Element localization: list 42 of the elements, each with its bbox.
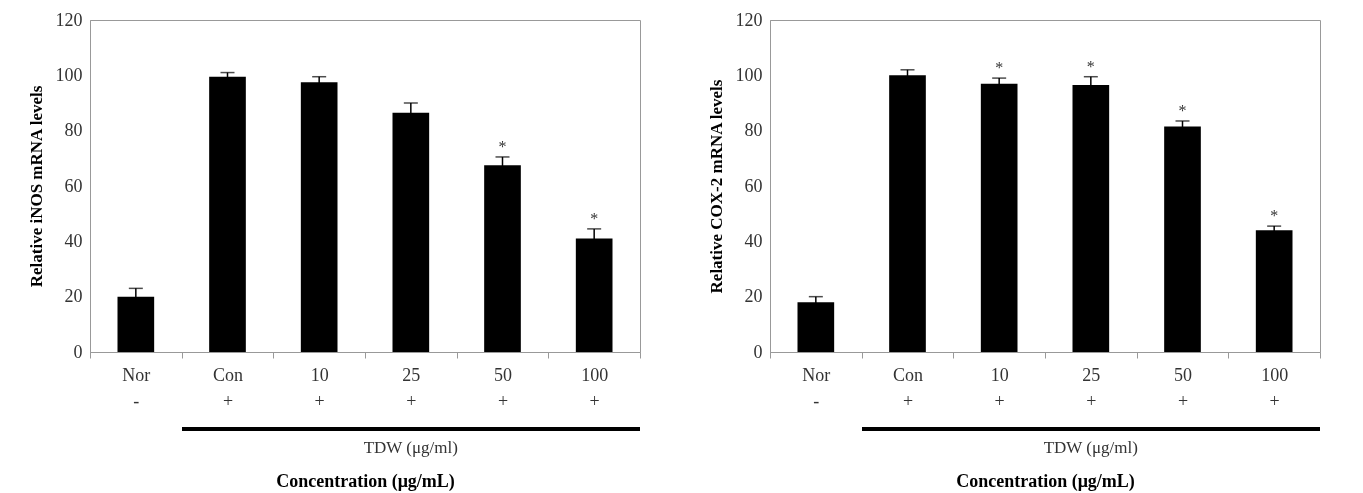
x-tick-label: 10 +	[990, 364, 1009, 411]
annotation: *	[1086, 57, 1095, 75]
y-tick-label: 0	[73, 341, 83, 362]
x-tick-label: Con +	[212, 364, 244, 411]
x-tick-label: 50 +	[1174, 364, 1192, 411]
y-tick-label: 40	[64, 230, 83, 251]
annotation: *	[590, 209, 599, 227]
bar	[980, 83, 1018, 352]
x-axis-title: Concentration (μg/mL)	[956, 470, 1135, 492]
x-tick-label: Nor -	[122, 364, 151, 411]
bar	[889, 75, 926, 352]
x-tick-label: 100 +	[581, 364, 609, 411]
annotation: *	[1178, 101, 1187, 119]
y-axis-title: Relative iNOS mRNA levels	[26, 85, 46, 288]
text: TDW (μg/ml)	[1042, 438, 1139, 458]
y-tick-label: 100	[735, 64, 763, 85]
x-axis-title: Concentration (μg/mL)	[276, 470, 455, 492]
y-tick-label: 60	[744, 175, 763, 196]
y-tick-label: 120	[55, 9, 83, 30]
text: TDW (μg/ml)	[362, 438, 459, 458]
y-tick-label: 40	[744, 230, 763, 251]
y-tick-label: 80	[64, 120, 83, 141]
x-tick-label: Con +	[892, 364, 924, 411]
y-tick-label: 60	[64, 175, 83, 196]
y-tick-label: 120	[735, 9, 763, 30]
bar	[1164, 126, 1201, 352]
x-tick-label: 25 +	[402, 364, 421, 411]
y-tick-label: 20	[64, 286, 83, 307]
annotation: *	[1270, 207, 1279, 225]
y-axis-title: Relative COX-2 mRNA levels	[706, 79, 726, 294]
bar	[1255, 230, 1293, 352]
x-tick-label: 25 +	[1082, 364, 1101, 411]
annotation: *	[498, 137, 507, 155]
x-tick-label: 10 +	[310, 364, 329, 411]
y-tick-label: 80	[744, 120, 763, 141]
y-tick-label: 100	[55, 64, 83, 85]
x-tick-label: 100 +	[1261, 364, 1289, 411]
y-tick-label: 20	[744, 286, 763, 307]
y-tick-label: 0	[753, 341, 763, 362]
x-tick-label: 50 +	[494, 364, 512, 411]
x-tick-label: Nor -	[802, 364, 831, 411]
annotation: *	[995, 59, 1004, 77]
